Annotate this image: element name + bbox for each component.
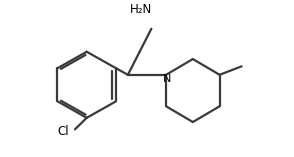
Text: Cl: Cl xyxy=(57,125,69,138)
Text: H₂N: H₂N xyxy=(130,3,152,16)
Text: N: N xyxy=(163,74,171,84)
